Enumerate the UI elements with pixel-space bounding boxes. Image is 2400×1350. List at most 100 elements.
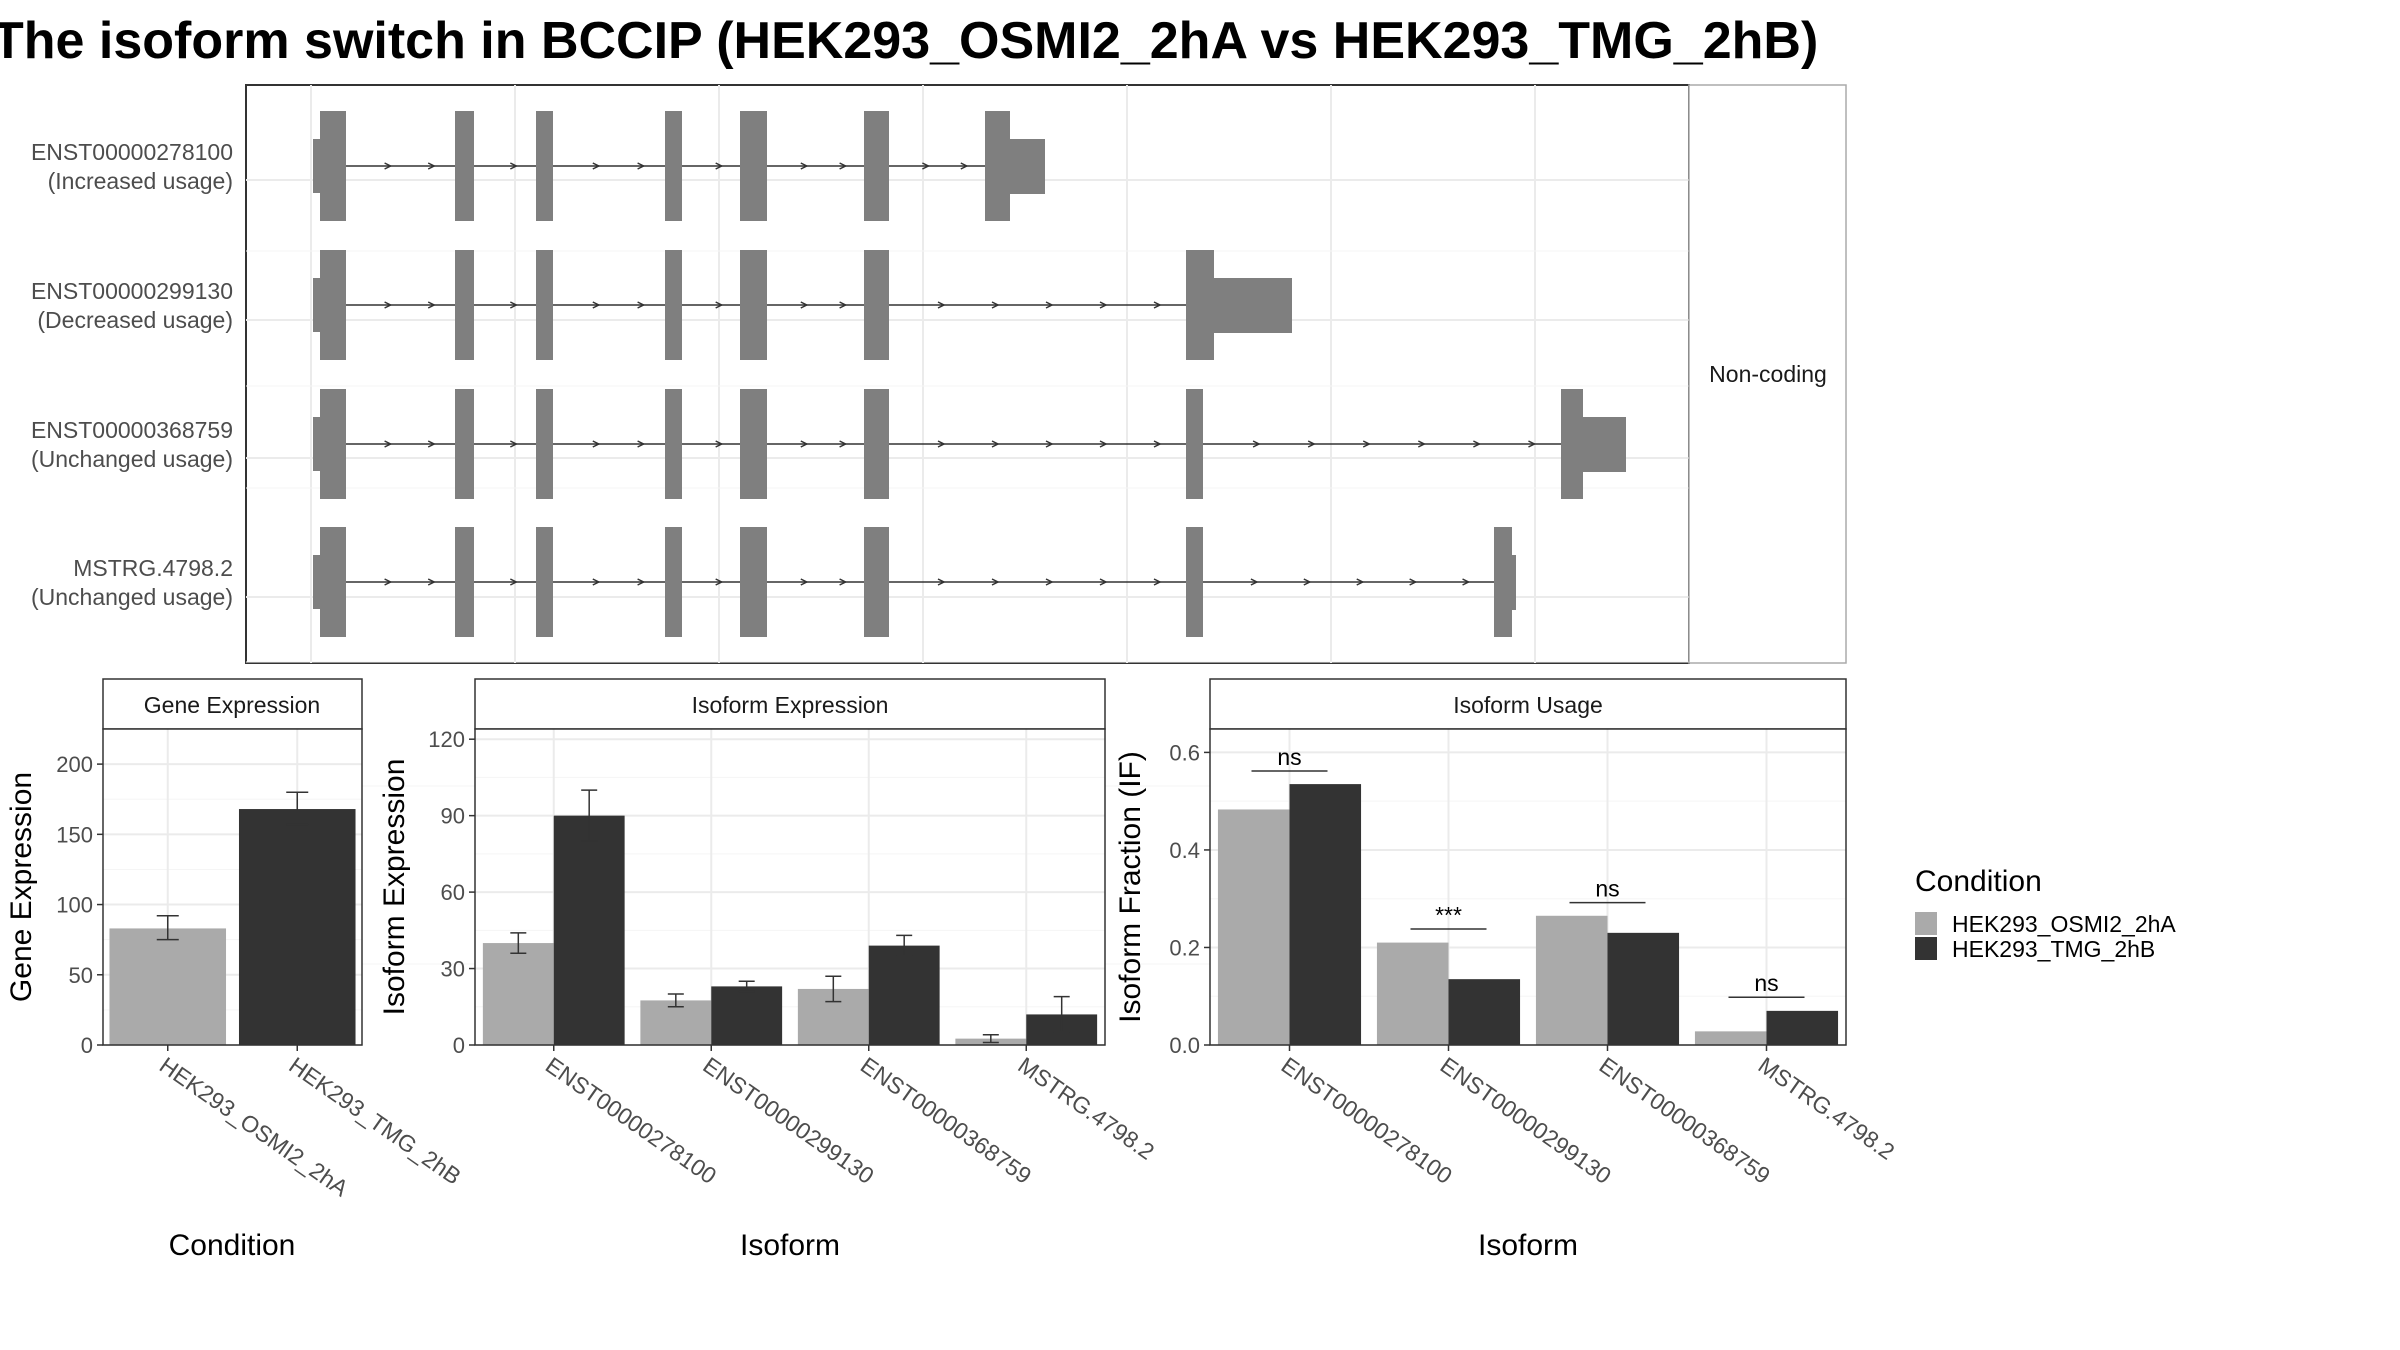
exon-block: [455, 389, 474, 499]
y-tick-label: 150: [56, 822, 93, 847]
strand-arrow: [937, 301, 946, 309]
transcript-track: [313, 250, 1292, 360]
bar: [482, 943, 554, 1045]
legend-label: HEK293_OSMI2_2hA: [1952, 911, 2176, 937]
significance-label: ns: [1595, 876, 1619, 902]
x-tick-label: MSTRG.4798.2: [1754, 1052, 1900, 1165]
exon-block: [864, 527, 889, 637]
strand-arrow: [1462, 578, 1471, 586]
panel-strip: [474, 678, 1106, 730]
exon-block: [665, 250, 682, 360]
transcript-track: [313, 111, 1045, 221]
strand-arrow: [384, 301, 393, 309]
strand-arrow: [800, 162, 809, 170]
track-label-usage: (Unchanged usage): [31, 446, 233, 472]
transcript-track: [313, 527, 1516, 637]
strand-arrow: [1307, 440, 1316, 448]
bars: [109, 791, 356, 1045]
bar: [1289, 784, 1362, 1045]
strand-arrow: [839, 162, 848, 170]
bar: [1607, 932, 1680, 1045]
exon-block: [536, 250, 553, 360]
panel-title: Isoform Expression: [692, 692, 889, 718]
strand-arrow: [427, 162, 436, 170]
strand-arrow: [592, 440, 601, 448]
y-tick-label: 200: [56, 752, 93, 777]
bar: [640, 1000, 712, 1045]
strand-arrow: [991, 578, 1000, 586]
x-axis-title: Isoform: [1478, 1229, 1578, 1262]
strand-arrow: [384, 440, 393, 448]
exon-block: [320, 527, 346, 637]
bar: [1766, 1010, 1839, 1045]
exon-block: [536, 527, 553, 637]
legend: Condition HEK293_OSMI2_2hA HEK293_TMG_2h…: [1915, 865, 2176, 962]
exon-block: [740, 111, 767, 221]
strand-arrow: [991, 440, 1000, 448]
strand-arrow: [1356, 578, 1365, 586]
utr-block: [313, 278, 321, 332]
utr-block: [1010, 139, 1045, 194]
significance-label: ns: [1754, 970, 1778, 996]
strand-arrow: [1099, 578, 1108, 586]
strand-arrow: [509, 162, 519, 170]
strand-arrow: [937, 440, 946, 448]
structure-panel: Non-coding ENST00000278100 (Increased us…: [31, 84, 1847, 965]
exon-block: [455, 527, 474, 637]
strand-arrow: [1045, 578, 1054, 586]
strand-arrow: [427, 301, 436, 309]
strand-arrow: [1252, 440, 1261, 448]
strand-arrow: [509, 440, 519, 448]
strand-arrow: [715, 162, 724, 170]
strand-arrow: [592, 578, 601, 586]
exon-block: [320, 250, 346, 360]
legend-swatch: [1915, 912, 1937, 935]
y-tick-label: 50: [69, 963, 93, 988]
utr-block: [1583, 417, 1626, 472]
y-axis-title: Gene Expression: [5, 772, 38, 1002]
strand-arrow: [1099, 301, 1108, 309]
bar: [711, 986, 783, 1045]
track-label-id: ENST00000278100: [31, 139, 233, 165]
bar: [1217, 809, 1290, 1045]
y-tick-label: 0.4: [1169, 838, 1200, 863]
strand-arrow: [509, 578, 519, 586]
strand-arrow: [800, 578, 809, 586]
structure-strip: [1688, 84, 1847, 664]
x-tick-label: ENST00000299130: [698, 1052, 878, 1189]
utr-block: [313, 139, 321, 193]
y-tick-label: 30: [441, 957, 465, 982]
x-tick-label: ENST00000299130: [1436, 1052, 1616, 1189]
exon-block: [455, 111, 474, 221]
x-tick-label: MSTRG.4798.2: [1013, 1052, 1159, 1165]
track-label-usage: (Decreased usage): [37, 307, 233, 333]
exon-block: [1186, 389, 1203, 499]
strand-arrow: [839, 440, 848, 448]
strand-arrow: [427, 440, 436, 448]
track-label-id: ENST00000368759: [31, 417, 233, 443]
strand-arrow: [839, 578, 848, 586]
strand-arrow: [715, 440, 724, 448]
strand-arrow: [1409, 578, 1418, 586]
exon-block: [740, 250, 767, 360]
exon-block: [455, 250, 474, 360]
panel-title: Gene Expression: [144, 692, 320, 718]
strand-arrow: [1099, 440, 1108, 448]
strand-arrow: [991, 301, 1000, 309]
structure-plot-area: [245, 84, 1690, 664]
exon-block: [740, 389, 767, 499]
bar: [868, 945, 940, 1045]
x-tick-label: ENST00000278100: [1277, 1052, 1457, 1189]
exon-block: [665, 389, 682, 499]
track-label-id: ENST00000299130: [31, 278, 233, 304]
bar: [1376, 942, 1449, 1045]
transcript-track: [313, 389, 1626, 499]
plot-border: [102, 728, 363, 1046]
strand-arrow: [1153, 440, 1162, 448]
strand-arrow: [592, 301, 601, 309]
exon-block: [864, 389, 889, 499]
strand-arrow: [715, 301, 724, 309]
utr-block: [1512, 555, 1516, 610]
y-axis-title: Isoform Fraction (IF): [1114, 751, 1147, 1023]
